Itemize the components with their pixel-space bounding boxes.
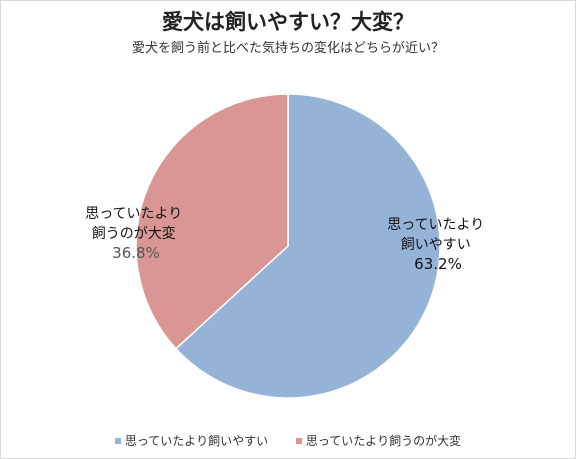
chart-subtitle: 愛犬を飼う前と比べた気持ちの変化はどちらが近い？ (131, 41, 444, 56)
pie-slice-hard (135, 93, 289, 350)
legend-item-easy: 思っていたより飼いやすい (114, 432, 269, 449)
legend-label-hard: 思っていたより飼うのが大変 (305, 434, 462, 448)
svg-text:思っていたより 飼うのが大変 36.8%: 思っていたより 飼うのが大変 36.8% (85, 206, 186, 262)
slice-label-hard-line2: 飼うのが大変 (92, 225, 176, 242)
pie-slice-easy (174, 93, 441, 399)
legend-swatch-hard (295, 437, 302, 444)
legend-item-hard: 思っていたより飼うのが大変 (295, 432, 462, 449)
slice-value-hard: 36.8% (112, 244, 160, 262)
legend-swatch-easy (114, 437, 121, 444)
chart-title: 愛犬は飼いやすい？大変？ (162, 10, 414, 34)
legend-label-easy: 思っていたより飼いやすい (124, 434, 269, 448)
chart-legend: 思っていたより飼いやすい 思っていたより飼うのが大変 (0, 432, 576, 449)
slice-label-hard-line1: 思っていたより (85, 206, 182, 222)
slice-label-easy-line1: 思っていたより (387, 217, 484, 233)
svg-text:思っていたより 飼いやすい 63.2%: 思っていたより 飼いやすい 63.2% (387, 217, 488, 273)
slice-value-easy: 63.2% (414, 255, 462, 273)
slice-label-easy-line2: 飼いやすい (401, 237, 471, 253)
